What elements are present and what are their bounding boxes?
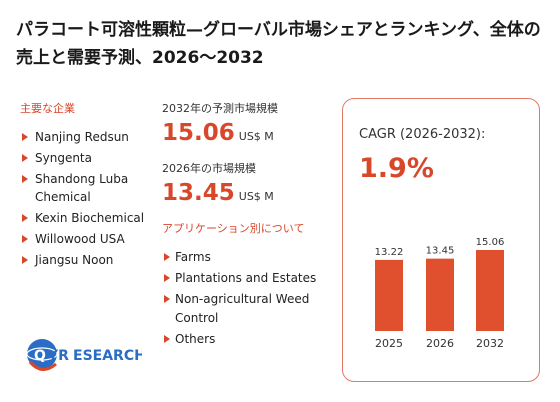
companies-section: 主要な企業 Nanjing Redsun Syngenta Shandong L…	[20, 100, 160, 272]
cagr-label: CAGR (2026-2032):	[359, 127, 486, 142]
list-item: Nanjing Redsun	[20, 128, 160, 146]
bar-value-label-2032: 15.06	[476, 237, 505, 248]
cagr-card: CAGR (2026-2032): 1.9% 13.22 2025 13.45 202…	[342, 98, 540, 382]
list-item: Shandong Luba Chemical	[20, 170, 160, 206]
company-name: Jiangsu Noon	[35, 253, 114, 267]
market-2026-row: 13.45 US$ M	[162, 180, 332, 206]
companies-label: 主要な企業	[20, 102, 75, 115]
triangle-bullet-icon	[164, 274, 170, 282]
list-item: Non-agricultural Weed Control	[162, 290, 332, 328]
bar-2026	[426, 258, 454, 331]
bar-value-label-2026: 13.45	[426, 246, 455, 257]
application-name: Farms	[175, 250, 211, 264]
list-item: Others	[162, 330, 332, 349]
application-name: Plantations and Estates	[175, 271, 317, 285]
company-name: Nanjing Redsun	[35, 130, 129, 144]
company-name: Willowood USA	[35, 232, 125, 246]
company-list: Nanjing Redsun Syngenta Shandong Luba Ch…	[20, 128, 160, 269]
list-item: Farms	[162, 248, 332, 267]
triangle-bullet-icon	[164, 295, 170, 303]
bar-2032	[476, 249, 504, 331]
triangle-bullet-icon	[22, 154, 28, 162]
forecast-2032-label: 2032年の予測市場規模	[162, 102, 278, 115]
applications-label: アプリケーション別について	[162, 222, 305, 235]
company-name: Shandong Luba Chemical	[35, 172, 129, 204]
market-2026-unit: US$ M	[238, 190, 274, 203]
company-name: Syngenta	[35, 151, 92, 165]
company-name: Kexin Biochemical	[35, 211, 145, 225]
application-list: Farms Plantations and Estates Non-agricu…	[162, 248, 332, 349]
forecast-2032-unit: US$ M	[238, 130, 274, 143]
logo-q: Q	[34, 348, 46, 364]
triangle-bullet-icon	[22, 256, 28, 264]
bar-chart: 13.22 2025 13.45 2026 15.06 2032	[375, 237, 505, 350]
market-2026-label: 2026年の市場規模	[162, 162, 256, 175]
market-2026-value: 13.45	[162, 180, 235, 206]
list-item: Kexin Biochemical	[20, 209, 160, 227]
list-item: Syngenta	[20, 149, 160, 167]
application-name: Non-agricultural Weed Control	[175, 292, 310, 325]
market-section: 2032年の予測市場規模 15.06 US$ M 2026年の市場規模 13.4…	[162, 100, 332, 351]
triangle-bullet-icon	[22, 214, 28, 222]
x-tick-label-2032: 2032	[476, 337, 504, 350]
triangle-bullet-icon	[164, 253, 170, 261]
cagr-value: 1.9%	[359, 153, 434, 184]
triangle-bullet-icon	[164, 335, 170, 343]
logo-rest: ESEARCH	[73, 348, 142, 364]
qyresearch-logo: Q YR ESEARCH	[26, 339, 142, 371]
forecast-2032-row: 15.06 US$ M	[162, 120, 332, 146]
list-item: Willowood USA	[20, 230, 160, 248]
x-tick-label-2025: 2025	[375, 337, 403, 350]
bar-2025	[375, 259, 403, 331]
list-item: Plantations and Estates	[162, 269, 332, 288]
x-tick-label-2026: 2026	[426, 337, 454, 350]
logo-globe-icon	[27, 339, 57, 369]
triangle-bullet-icon	[22, 235, 28, 243]
bar-value-label-2025: 13.22	[375, 247, 404, 258]
application-name: Others	[175, 332, 216, 346]
logo-yr: YR	[47, 348, 69, 364]
forecast-2032-value: 15.06	[162, 120, 235, 146]
list-item: Jiangsu Noon	[20, 251, 160, 269]
triangle-bullet-icon	[22, 175, 28, 183]
triangle-bullet-icon	[22, 133, 28, 141]
page-title: パラコート可溶性顆粒—グローバル市場シェアとランキング、全体の売上と需要予測、2…	[16, 20, 541, 68]
